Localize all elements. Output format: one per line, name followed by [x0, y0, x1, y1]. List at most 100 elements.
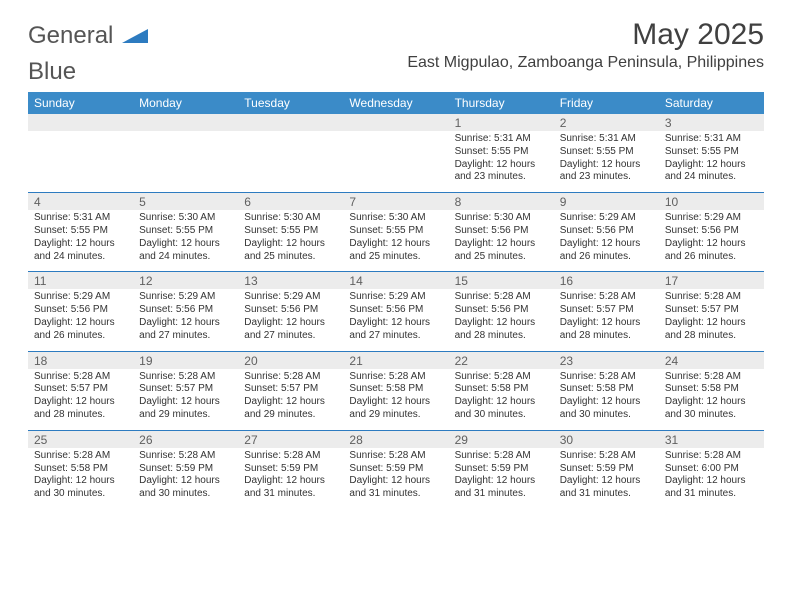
- day-number: 29: [449, 431, 554, 448]
- sunrise-text: Sunrise: 5:29 AM: [665, 212, 758, 225]
- day-number: 25: [28, 431, 133, 448]
- daylight-text: Daylight: 12 hours and 30 minutes.: [560, 396, 653, 422]
- day-details: Sunrise: 5:28 AMSunset: 5:57 PMDaylight:…: [133, 369, 238, 430]
- day-details: Sunrise: 5:31 AMSunset: 5:55 PMDaylight:…: [659, 131, 764, 192]
- day-details: Sunrise: 5:28 AMSunset: 5:58 PMDaylight:…: [449, 369, 554, 430]
- day-details: Sunrise: 5:28 AMSunset: 5:57 PMDaylight:…: [238, 369, 343, 430]
- details-row: Sunrise: 5:31 AMSunset: 5:55 PMDaylight:…: [28, 131, 764, 192]
- sunrise-text: Sunrise: 5:28 AM: [665, 371, 758, 384]
- calendar: Sunday Monday Tuesday Wednesday Thursday…: [28, 92, 764, 509]
- sunset-text: Sunset: 5:56 PM: [455, 225, 548, 238]
- daynum-strip: 11121314151617: [28, 272, 764, 289]
- day-header: Monday: [133, 92, 238, 114]
- daylight-text: Daylight: 12 hours and 27 minutes.: [244, 317, 337, 343]
- sunset-text: Sunset: 5:57 PM: [139, 383, 232, 396]
- daylight-text: Daylight: 12 hours and 29 minutes.: [349, 396, 442, 422]
- daylight-text: Daylight: 12 hours and 25 minutes.: [349, 238, 442, 264]
- day-details: [238, 131, 343, 192]
- sunset-text: Sunset: 5:56 PM: [244, 304, 337, 317]
- sunrise-text: Sunrise: 5:30 AM: [455, 212, 548, 225]
- day-details: Sunrise: 5:29 AMSunset: 5:56 PMDaylight:…: [554, 210, 659, 271]
- day-details: Sunrise: 5:29 AMSunset: 5:56 PMDaylight:…: [133, 289, 238, 350]
- day-number: 4: [28, 193, 133, 210]
- day-number: 17: [659, 272, 764, 289]
- daylight-text: Daylight: 12 hours and 26 minutes.: [665, 238, 758, 264]
- daylight-text: Daylight: 12 hours and 23 minutes.: [560, 159, 653, 185]
- sunrise-text: Sunrise: 5:28 AM: [349, 371, 442, 384]
- daylight-text: Daylight: 12 hours and 31 minutes.: [244, 475, 337, 501]
- daynum-strip: 123: [28, 114, 764, 131]
- daylight-text: Daylight: 12 hours and 31 minutes.: [560, 475, 653, 501]
- sunrise-text: Sunrise: 5:30 AM: [349, 212, 442, 225]
- sunset-text: Sunset: 6:00 PM: [665, 463, 758, 476]
- day-header: Saturday: [659, 92, 764, 114]
- daynum-strip: 45678910: [28, 193, 764, 210]
- day-details: Sunrise: 5:28 AMSunset: 5:57 PMDaylight:…: [554, 289, 659, 350]
- sunset-text: Sunset: 5:55 PM: [455, 146, 548, 159]
- day-details: Sunrise: 5:28 AMSunset: 5:58 PMDaylight:…: [659, 369, 764, 430]
- sunset-text: Sunset: 5:57 PM: [560, 304, 653, 317]
- day-details: Sunrise: 5:28 AMSunset: 5:57 PMDaylight:…: [28, 369, 133, 430]
- header: General Blue May 2025 East Migpulao, Zam…: [28, 18, 764, 84]
- sunset-text: Sunset: 5:57 PM: [34, 383, 127, 396]
- day-number: 23: [554, 352, 659, 369]
- sunrise-text: Sunrise: 5:28 AM: [560, 450, 653, 463]
- week-row: 45678910Sunrise: 5:31 AMSunset: 5:55 PMD…: [28, 193, 764, 272]
- day-details: Sunrise: 5:28 AMSunset: 5:56 PMDaylight:…: [449, 289, 554, 350]
- day-number: 31: [659, 431, 764, 448]
- daylight-text: Daylight: 12 hours and 28 minutes.: [560, 317, 653, 343]
- day-number: 3: [659, 114, 764, 131]
- day-number: 27: [238, 431, 343, 448]
- day-number: 1: [449, 114, 554, 131]
- day-number: 16: [554, 272, 659, 289]
- sunrise-text: Sunrise: 5:28 AM: [455, 371, 548, 384]
- sunrise-text: Sunrise: 5:29 AM: [139, 291, 232, 304]
- sunrise-text: Sunrise: 5:28 AM: [560, 291, 653, 304]
- day-number: 26: [133, 431, 238, 448]
- daylight-text: Daylight: 12 hours and 27 minutes.: [349, 317, 442, 343]
- daylight-text: Daylight: 12 hours and 28 minutes.: [665, 317, 758, 343]
- daylight-text: Daylight: 12 hours and 31 minutes.: [455, 475, 548, 501]
- sunset-text: Sunset: 5:56 PM: [34, 304, 127, 317]
- sunset-text: Sunset: 5:59 PM: [455, 463, 548, 476]
- daylight-text: Daylight: 12 hours and 24 minutes.: [34, 238, 127, 264]
- day-number: 20: [238, 352, 343, 369]
- sunset-text: Sunset: 5:55 PM: [349, 225, 442, 238]
- day-header: Tuesday: [238, 92, 343, 114]
- day-header: Friday: [554, 92, 659, 114]
- day-number: [133, 114, 238, 131]
- daylight-text: Daylight: 12 hours and 30 minutes.: [455, 396, 548, 422]
- day-details: [343, 131, 448, 192]
- day-details: Sunrise: 5:28 AMSunset: 5:58 PMDaylight:…: [554, 369, 659, 430]
- day-details: Sunrise: 5:30 AMSunset: 5:55 PMDaylight:…: [343, 210, 448, 271]
- brand-part1: General: [28, 22, 113, 49]
- sunrise-text: Sunrise: 5:28 AM: [139, 450, 232, 463]
- day-details: [133, 131, 238, 192]
- sunset-text: Sunset: 5:58 PM: [349, 383, 442, 396]
- day-number: [343, 114, 448, 131]
- sunset-text: Sunset: 5:55 PM: [139, 225, 232, 238]
- day-details: Sunrise: 5:29 AMSunset: 5:56 PMDaylight:…: [659, 210, 764, 271]
- details-row: Sunrise: 5:28 AM Sunset: 5:58 PM Daylight:…: [28, 448, 764, 509]
- day-header-row: Sunday Monday Tuesday Wednesday Thursday…: [28, 92, 764, 114]
- sunrise-text: Sunrise: 5:28 AM: [244, 371, 337, 384]
- details-row: Sunrise: 5:31 AMSunset: 5:55 PMDaylight:…: [28, 210, 764, 271]
- details-row: Sunrise: 5:29 AMSunset: 5:56 PMDaylight:…: [28, 289, 764, 350]
- sunset-text: Sunset: 5:59 PM: [349, 463, 442, 476]
- sunrise-text: Sunrise: 5:28 AM: [665, 291, 758, 304]
- day-details: Sunrise: 5:29 AMSunset: 5:56 PMDaylight:…: [238, 289, 343, 350]
- day-details: Sunrise: 5:31 AMSunset: 5:55 PMDaylight:…: [28, 210, 133, 271]
- day-details: Sunrise: 5:29 AMSunset: 5:56 PMDaylight:…: [343, 289, 448, 350]
- sunrise-text: Sunrise: 5:29 AM: [349, 291, 442, 304]
- day-details: Sunrise: 5:30 AMSunset: 5:56 PMDaylight:…: [449, 210, 554, 271]
- sunrise-text: Sunrise: 5:28 AM: [560, 371, 653, 384]
- day-number: 10: [659, 193, 764, 210]
- sunset-text: Sunset: 5:58 PM: [34, 463, 127, 476]
- day-number: 24: [659, 352, 764, 369]
- sunset-text: Sunset: 5:55 PM: [665, 146, 758, 159]
- day-header: Sunday: [28, 92, 133, 114]
- day-number: 15: [449, 272, 554, 289]
- sunrise-text: Sunrise: 5:30 AM: [139, 212, 232, 225]
- day-number: 19: [133, 352, 238, 369]
- daylight-text: Daylight: 12 hours and 29 minutes.: [244, 396, 337, 422]
